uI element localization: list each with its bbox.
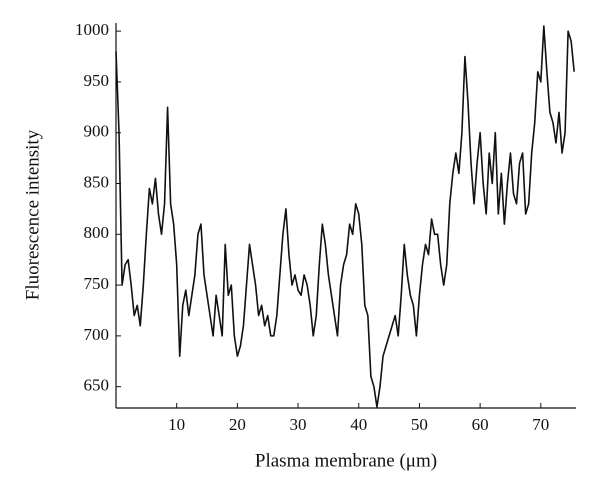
x-tick-label: 20 bbox=[229, 415, 246, 434]
x-tick-label: 10 bbox=[168, 415, 185, 434]
line bbox=[115, 25, 575, 408]
y-tick-label: 650 bbox=[84, 376, 110, 395]
y-axis-label: Fluorescence intensity bbox=[22, 129, 43, 300]
y-tick-label: 700 bbox=[84, 325, 110, 344]
x-axis-label: Plasma membrane (μm) bbox=[255, 450, 437, 471]
y-tick-label: 950 bbox=[84, 71, 110, 90]
y-tick-label: 800 bbox=[84, 223, 110, 242]
x-tick-label: 50 bbox=[411, 415, 428, 434]
x-tick-label: 30 bbox=[290, 415, 307, 434]
y-tick-label: 900 bbox=[84, 122, 110, 141]
x-tick-label: 40 bbox=[350, 415, 367, 434]
x-tick-label: 60 bbox=[472, 415, 489, 434]
y-tick-label: 850 bbox=[84, 172, 110, 191]
x-tick-label: 70 bbox=[532, 415, 549, 434]
y-tick-label: 750 bbox=[84, 274, 110, 293]
y-tick-label: 1000 bbox=[75, 20, 109, 39]
